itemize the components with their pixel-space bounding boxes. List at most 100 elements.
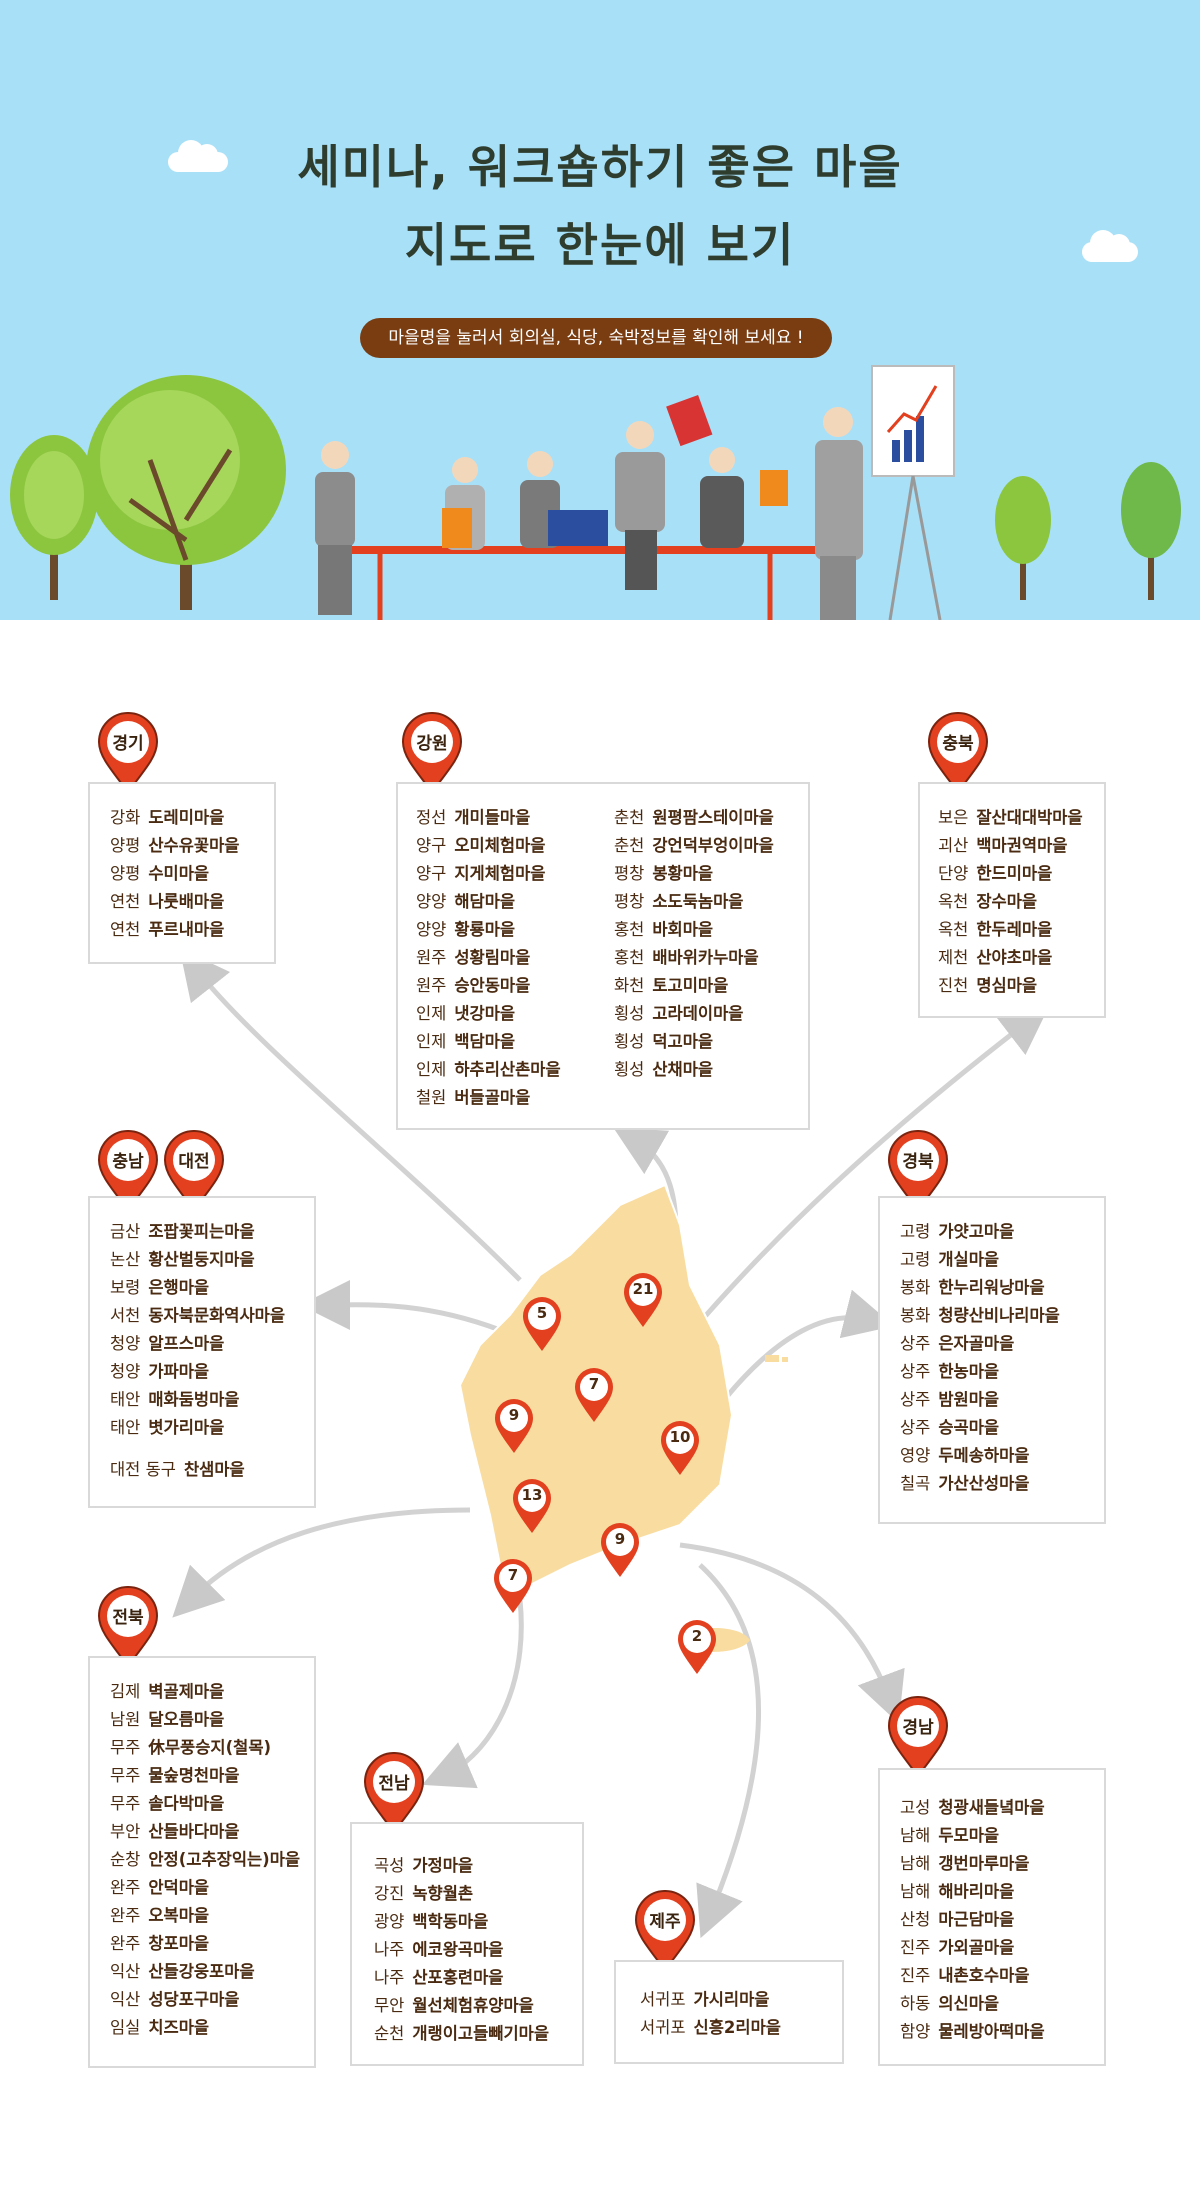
village-link[interactable]: 순창 안정(고추장익는)마을 — [110, 1846, 314, 1874]
map-pin-chungnam[interactable]: 9 — [493, 1397, 535, 1455]
village-link[interactable]: 금산 조팝꽃피는마을 — [110, 1218, 314, 1246]
map-pin-jeonbuk[interactable]: 13 — [511, 1477, 553, 1535]
village-link[interactable]: 춘천 원평팜스테이마을 — [614, 804, 774, 832]
village-link[interactable]: 곡성 가정마을 — [374, 1852, 582, 1880]
village-link[interactable]: 횡성 산채마을 — [614, 1056, 774, 1084]
village-link[interactable]: 보은 잘산대대박마을 — [938, 804, 1104, 832]
village-link[interactable]: 양평 수미마을 — [110, 860, 274, 888]
village-link[interactable]: 청양 가파마을 — [110, 1358, 314, 1386]
map-pin-gangwon-east[interactable]: 21 — [622, 1271, 664, 1329]
village-link[interactable]: 태안 볏가리마을 — [110, 1414, 314, 1442]
village-link[interactable]: 봉화 한누리워낭마을 — [900, 1274, 1104, 1302]
village-link[interactable]: 진주 내촌호수마을 — [900, 1962, 1104, 1990]
village-link[interactable]: 순천 개랭이고들빼기마을 — [374, 2020, 582, 2048]
village-link[interactable]: 괴산 백마권역마을 — [938, 832, 1104, 860]
village-link[interactable]: 무주 솔다박마을 — [110, 1790, 314, 1818]
village-link[interactable]: 완주 오복마을 — [110, 1902, 314, 1930]
village-link[interactable]: 원주 승안동마을 — [416, 972, 561, 1000]
map-pin-jeju[interactable]: 2 — [676, 1618, 718, 1676]
village-link[interactable]: 무주 물숲명천마을 — [110, 1762, 314, 1790]
village-link[interactable]: 진주 가외골마을 — [900, 1934, 1104, 1962]
district-name: 청양 — [110, 1334, 141, 1353]
village-link[interactable]: 익산 성당포구마을 — [110, 1986, 314, 2014]
village-link[interactable]: 화천 토고미마을 — [614, 972, 774, 1000]
village-link[interactable]: 청양 알프스마을 — [110, 1330, 314, 1358]
village-link[interactable]: 무주 休무풍승지(철목) — [110, 1734, 314, 1762]
village-link[interactable]: 대전 동구 찬샘마을 — [110, 1456, 314, 1484]
village-link[interactable]: 익산 산들강웅포마을 — [110, 1958, 314, 1986]
village-link[interactable]: 옥천 한두레마을 — [938, 916, 1104, 944]
village-link[interactable]: 연천 나룻배마을 — [110, 888, 274, 916]
village-link[interactable]: 김제 벽골제마을 — [110, 1678, 314, 1706]
village-link[interactable]: 양평 산수유꽃마을 — [110, 832, 274, 860]
village-link[interactable]: 보령 은행마을 — [110, 1274, 314, 1302]
village-link[interactable]: 칠곡 가산산성마을 — [900, 1470, 1104, 1498]
village-link[interactable]: 횡성 고라데이마을 — [614, 1000, 774, 1028]
village-name: 원평팜스테이마을 — [652, 808, 774, 827]
village-link[interactable]: 평창 봉황마을 — [614, 860, 774, 888]
village-link[interactable]: 임실 치즈마을 — [110, 2014, 314, 2042]
village-link[interactable]: 연천 푸르내마을 — [110, 916, 274, 944]
village-name: 하추리산촌마을 — [454, 1060, 561, 1079]
village-link[interactable]: 강화 도레미마을 — [110, 804, 274, 832]
village-link[interactable]: 하동 의신마을 — [900, 1990, 1104, 2018]
village-link[interactable]: 인제 하추리산촌마을 — [416, 1056, 561, 1084]
village-link[interactable]: 춘천 강언덕부엉이마을 — [614, 832, 774, 860]
village-link[interactable]: 홍천 바회마을 — [614, 916, 774, 944]
map-pin-gyeongnam[interactable]: 9 — [599, 1521, 641, 1579]
map-pin-jeonnam[interactable]: 7 — [492, 1557, 534, 1615]
village-link[interactable]: 남해 갱번마루마을 — [900, 1850, 1104, 1878]
village-link[interactable]: 완주 안덕마을 — [110, 1874, 314, 1902]
village-link[interactable]: 양양 황룡마을 — [416, 916, 561, 944]
village-link[interactable]: 남해 두모마을 — [900, 1822, 1104, 1850]
village-link[interactable]: 고성 청광새들녘마을 — [900, 1794, 1104, 1822]
village-link[interactable]: 무안 월선체험휴양마을 — [374, 1992, 582, 2020]
village-link[interactable]: 상주 승곡마을 — [900, 1414, 1104, 1442]
district-name: 논산 — [110, 1250, 141, 1269]
village-link[interactable]: 강진 녹향월촌 — [374, 1880, 582, 1908]
village-link[interactable]: 서귀포 가시리마을 — [640, 1986, 842, 2014]
village-link[interactable]: 옥천 장수마을 — [938, 888, 1104, 916]
village-link[interactable]: 양양 해담마을 — [416, 888, 561, 916]
village-link[interactable]: 양구 오미체험마을 — [416, 832, 561, 860]
village-link[interactable]: 서귀포 신흥2리마을 — [640, 2014, 842, 2042]
village-link[interactable]: 남원 달오름마을 — [110, 1706, 314, 1734]
village-link[interactable]: 남해 해바리마을 — [900, 1878, 1104, 1906]
village-link[interactable]: 서천 동자북문화역사마을 — [110, 1302, 314, 1330]
location-pin-icon — [624, 1273, 662, 1327]
table-icon — [330, 546, 830, 554]
map-pin-gyeongbuk[interactable]: 10 — [659, 1419, 701, 1477]
village-link[interactable]: 상주 한농마을 — [900, 1358, 1104, 1386]
village-link[interactable]: 홍천 배바위카누마을 — [614, 944, 774, 972]
village-link[interactable]: 함양 물레방아떡마을 — [900, 2018, 1104, 2046]
region-box-gyeonggi: 강화 도레미마을 양평 산수유꽃마을 양평 수미마을 연천 나룻배마을 연천 푸르내마을 — [88, 782, 276, 964]
map-pin-gangwon-north[interactable]: 5 — [521, 1295, 563, 1353]
village-link[interactable]: 정선 개미들마을 — [416, 804, 561, 832]
village-link[interactable]: 태안 매화둠벙마을 — [110, 1386, 314, 1414]
village-link[interactable]: 횡성 덕고마을 — [614, 1028, 774, 1056]
village-link[interactable]: 철원 버들골마을 — [416, 1084, 561, 1112]
village-link[interactable]: 영양 두메송하마을 — [900, 1442, 1104, 1470]
village-link[interactable]: 진천 명심마을 — [938, 972, 1104, 1000]
village-link[interactable]: 고령 가얏고마을 — [900, 1218, 1104, 1246]
village-link[interactable]: 인제 백담마을 — [416, 1028, 561, 1056]
village-link[interactable]: 봉화 청량산비나리마을 — [900, 1302, 1104, 1330]
village-link[interactable]: 광양 백학동마을 — [374, 1908, 582, 1936]
village-link[interactable]: 상주 밤원마을 — [900, 1386, 1104, 1414]
village-link[interactable]: 양구 지게체험마을 — [416, 860, 561, 888]
village-name: 고라데이마을 — [652, 1004, 744, 1023]
village-link[interactable]: 평창 소도둑놈마을 — [614, 888, 774, 916]
village-link[interactable]: 단양 한드미마을 — [938, 860, 1104, 888]
village-link[interactable]: 부안 산들바다마을 — [110, 1818, 314, 1846]
village-link[interactable]: 원주 성황림마을 — [416, 944, 561, 972]
village-link[interactable]: 인제 냇강마을 — [416, 1000, 561, 1028]
village-link[interactable]: 제천 산야초마을 — [938, 944, 1104, 972]
village-link[interactable]: 상주 은자골마을 — [900, 1330, 1104, 1358]
village-link[interactable]: 나주 산포홍련마을 — [374, 1964, 582, 1992]
village-link[interactable]: 나주 에코왕곡마을 — [374, 1936, 582, 1964]
village-link[interactable]: 논산 황산벌둥지마을 — [110, 1246, 314, 1274]
village-link[interactable]: 고령 개실마을 — [900, 1246, 1104, 1274]
map-pin-chungbuk[interactable]: 7 — [573, 1366, 615, 1424]
village-link[interactable]: 완주 창포마을 — [110, 1930, 314, 1958]
village-link[interactable]: 산청 마근담마을 — [900, 1906, 1104, 1934]
